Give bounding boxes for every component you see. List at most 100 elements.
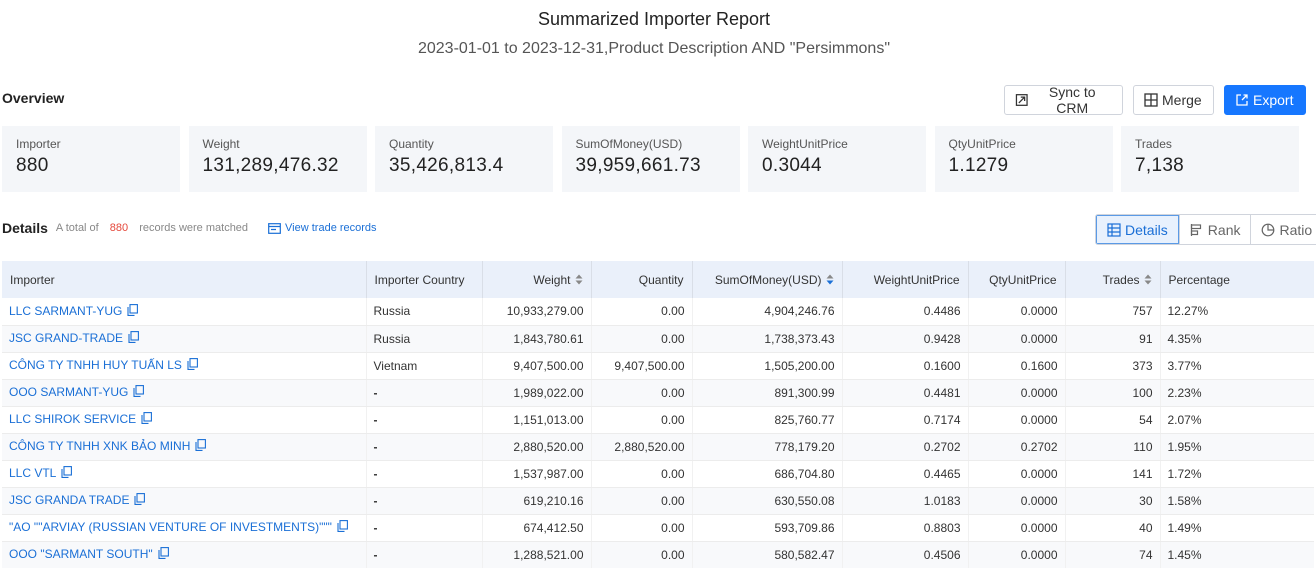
table-row: LLC SARMANT-YUG Russia 10,933,279.00 0.00 4,… <box>2 298 1314 326</box>
copy-icon[interactable] <box>158 547 169 562</box>
country-cell: - <box>366 379 483 407</box>
export-button[interactable]: Export <box>1224 85 1306 115</box>
qty-unit-price-cell: 0.1600 <box>968 352 1066 380</box>
col-weight[interactable]: Weight <box>482 261 592 298</box>
quantity-cell: 2,880,520.00 <box>591 433 693 461</box>
pie-chart-icon <box>1262 223 1275 236</box>
col-trades[interactable]: Trades <box>1065 261 1161 298</box>
importer-name-link[interactable]: CÔNG TY TNHH XNK BẢO MINH <box>9 439 191 453</box>
copy-icon[interactable] <box>133 385 145 400</box>
table-row: JSC GRANDA TRADE - 619,210.16 0.00 630,550.0… <box>2 487 1314 515</box>
copy-icon[interactable] <box>61 466 73 481</box>
stat-quantity: Quantity 35,426,813.4 <box>375 126 553 192</box>
importer-name-link[interactable]: JSC GRANDA TRADE <box>9 493 130 507</box>
country-cell: - <box>366 541 483 568</box>
country-value: - <box>373 520 378 535</box>
export-icon <box>1236 94 1248 106</box>
merge-button[interactable]: Merge <box>1133 85 1214 115</box>
country-cell: Russia <box>366 298 483 326</box>
records-count: 880 <box>109 222 129 234</box>
money-cell: 825,760.77 <box>692 406 843 434</box>
country-value: - <box>373 493 378 508</box>
stat-weight: Weight 131,289,476.32 <box>188 126 367 192</box>
money-cell: 580,582.47 <box>692 541 843 568</box>
table-row: "AO ""ARVIAY (RUSSIAN VENTURE OF INVESTM… <box>2 514 1314 542</box>
qty-unit-price-cell: 0.0000 <box>968 487 1066 515</box>
copy-icon[interactable] <box>134 493 146 508</box>
importer-cell[interactable]: OOO SARMANT-YUG <box>2 379 367 407</box>
tab-details[interactable]: Details <box>1096 215 1179 244</box>
col-sum-of-money[interactable]: SumOfMoney(USD) <box>692 261 843 298</box>
trades-cell: 40 <box>1065 514 1161 542</box>
view-mode-switch: Details Rank Ratio <box>1095 214 1316 245</box>
qty-unit-price-cell: 0.0000 <box>968 406 1066 434</box>
copy-icon[interactable] <box>195 439 207 454</box>
importer-name-link[interactable]: LLC SARMANT-YUG <box>9 303 123 318</box>
country-cell: Russia <box>366 325 483 353</box>
trades-cell: 74 <box>1065 541 1161 568</box>
importer-cell[interactable]: JSC GRANDA TRADE <box>2 487 367 515</box>
details-bar: Details A total of 880 records were matc… <box>2 220 377 236</box>
importer-name-link[interactable]: JSC GRAND-TRADE <box>9 331 124 345</box>
importer-cell[interactable]: LLC SHIROK SERVICE <box>2 406 367 434</box>
weight-cell: 2,880,520.00 <box>482 433 592 461</box>
qty-unit-price-cell: 0.0000 <box>968 325 1066 353</box>
stat-sum-of-money: SumOfMoney(USD) 39,959,661.73 <box>561 126 740 192</box>
copy-icon[interactable] <box>337 520 348 535</box>
quantity-cell: 0.00 <box>591 514 693 542</box>
percentage-cell: 2.07% <box>1160 406 1314 434</box>
col-weight-unit-price: WeightUnitPrice <box>842 261 969 298</box>
col-quantity-label: Quantity <box>638 272 684 287</box>
merge-label: Merge <box>1162 92 1202 108</box>
quantity-cell: 9,407,500.00 <box>591 352 693 380</box>
col-country: Importer Country <box>366 261 483 298</box>
qty-unit-price-cell: 0.0000 <box>968 298 1066 326</box>
copy-icon[interactable] <box>128 331 139 346</box>
records-matched-text: A total of 880 records were matched <box>56 222 248 234</box>
importer-cell[interactable]: LLC VTL <box>2 460 367 488</box>
country-cell: - <box>366 433 483 461</box>
details-title: Details <box>2 220 48 236</box>
copy-icon[interactable] <box>127 303 139 319</box>
trades-cell: 91 <box>1065 325 1161 353</box>
tab-rank[interactable]: Rank <box>1178 215 1251 244</box>
sort-desc-icon[interactable] <box>826 274 834 285</box>
money-cell: 891,300.99 <box>692 379 843 407</box>
money-cell: 593,709.86 <box>692 514 843 542</box>
percentage-cell: 1.72% <box>1160 460 1314 488</box>
sync-to-crm-button[interactable]: Sync to CRM <box>1004 84 1123 116</box>
copy-icon[interactable] <box>187 358 198 373</box>
importer-cell[interactable]: JSC GRAND-TRADE <box>2 325 367 353</box>
money-cell: 686,704.80 <box>692 460 843 488</box>
table-icon <box>1107 222 1121 237</box>
weight-unit-price-cell: 0.4465 <box>842 460 969 488</box>
weight-unit-price-cell: 0.7174 <box>842 406 969 434</box>
importer-name-link[interactable]: LLC SHIROK SERVICE <box>9 412 137 426</box>
weight-cell: 10,933,279.00 <box>482 298 592 326</box>
weight-cell: 674,412.50 <box>482 514 592 542</box>
weight-unit-price-cell: 0.4506 <box>842 541 969 568</box>
col-quantity: Quantity <box>591 261 693 298</box>
importer-name-link[interactable]: CÔNG TY TNHH HUY TUẤN LS <box>9 358 182 372</box>
stat-importer: Importer 880 <box>2 126 180 192</box>
importer-cell[interactable]: LLC SARMANT-YUG <box>2 298 367 326</box>
importer-name-link[interactable]: "AO ""ARVIAY (RUSSIAN VENTURE OF INVESTM… <box>9 520 332 534</box>
importer-cell[interactable]: "AO ""ARVIAY (RUSSIAN VENTURE OF INVESTM… <box>2 514 367 542</box>
trades-cell: 373 <box>1065 352 1161 380</box>
percentage-cell: 4.35% <box>1160 325 1314 353</box>
importer-cell[interactable]: OOO "SARMANT SOUTH" <box>2 541 367 568</box>
table-row: OOO SARMANT-YUG - 1,989,022.00 0.00 891,300.… <box>2 379 1314 407</box>
money-cell: 1,738,373.43 <box>692 325 843 353</box>
sort-icon[interactable] <box>1144 274 1152 285</box>
sort-icon[interactable] <box>575 274 583 285</box>
importer-cell[interactable]: CÔNG TY TNHH XNK BẢO MINH <box>2 433 367 461</box>
tab-details-label: Details <box>1125 221 1168 238</box>
tab-ratio[interactable]: Ratio <box>1250 215 1316 244</box>
copy-icon[interactable] <box>141 412 153 427</box>
importer-name-link[interactable]: OOO SARMANT-YUG <box>9 385 129 399</box>
importer-name-link[interactable]: OOO "SARMANT SOUTH" <box>9 547 153 561</box>
view-trade-records-link[interactable]: View trade records <box>268 222 377 234</box>
importer-cell[interactable]: CÔNG TY TNHH HUY TUẤN LS <box>2 352 367 380</box>
sync-label: Sync to CRM <box>1048 84 1096 116</box>
importer-name-link[interactable]: LLC VTL <box>9 466 57 480</box>
